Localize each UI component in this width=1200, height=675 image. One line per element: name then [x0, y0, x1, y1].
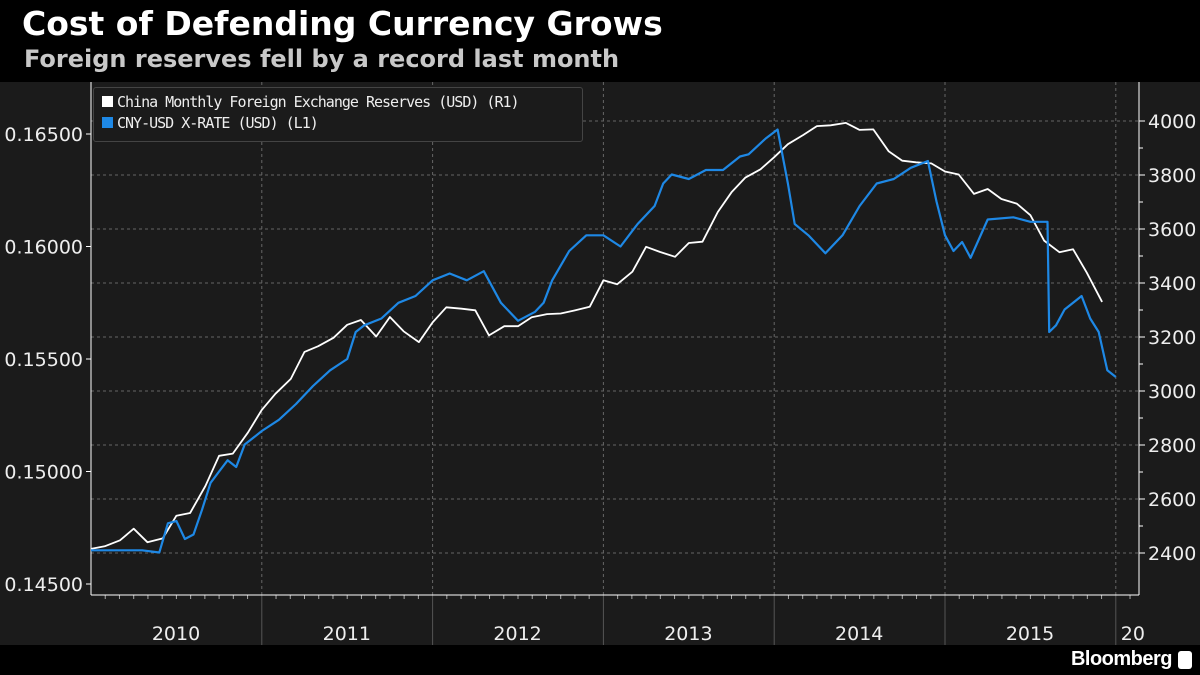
brand-text: Bloomberg: [1070, 648, 1173, 670]
legend-swatch: [102, 96, 113, 107]
chart-subtitle: Foreign reserves fell by a record last m…: [24, 45, 620, 73]
right-tick-label: 3800: [1148, 165, 1196, 187]
left-tick-label: 0.14500: [4, 574, 83, 596]
x-tick-label: 2015: [1006, 623, 1054, 645]
right-tick-label: 3000: [1148, 381, 1196, 403]
legend: China Monthly Foreign Exchange Reserves …: [93, 87, 583, 142]
legend-item-rate: CNY-USD X-RATE (USD) (L1): [102, 112, 582, 133]
right-tick-label: 2400: [1148, 543, 1196, 565]
chart-title: Cost of Defending Currency Grows: [22, 4, 663, 43]
x-tick-label: 2010: [152, 623, 200, 645]
right-tick-label: 3600: [1148, 219, 1196, 241]
legend-swatch: [102, 117, 113, 128]
left-tick-label: 0.15500: [4, 349, 83, 371]
right-tick-label: 4000: [1148, 111, 1196, 133]
right-tick-label: 2800: [1148, 435, 1196, 457]
x-tick-label: 2013: [664, 623, 712, 645]
bloomberg-logo: Bloomberg: [1071, 648, 1192, 671]
left-tick-label: 0.16500: [4, 124, 83, 146]
right-tick-label: 3400: [1148, 273, 1196, 295]
plot-background: [0, 82, 1200, 645]
x-tick-label: 2012: [493, 623, 541, 645]
right-tick-label: 3200: [1148, 327, 1196, 349]
x-tick-label: 20: [1121, 623, 1145, 645]
bloomberg-mark-icon: [1178, 650, 1192, 669]
right-tick-label: 2600: [1148, 489, 1196, 511]
x-tick-label: 2011: [323, 623, 371, 645]
chart: 2400 2600 2800 3000 3200 3400 3600 3800 4000 0.14…: [0, 82, 1200, 645]
legend-item-reserves: China Monthly Foreign Exchange Reserves …: [102, 91, 582, 112]
legend-label: China Monthly Foreign Exchange Reserves …: [117, 92, 520, 111]
left-tick-label: 0.16000: [4, 237, 83, 259]
left-tick-label: 0.15000: [4, 462, 83, 484]
series-line-cny-usd: [91, 128, 1117, 554]
x-tick-label: 2014: [835, 623, 883, 645]
series-line-reserves: [90, 122, 1103, 550]
legend-label: CNY-USD X-RATE (USD) (L1): [117, 113, 319, 132]
